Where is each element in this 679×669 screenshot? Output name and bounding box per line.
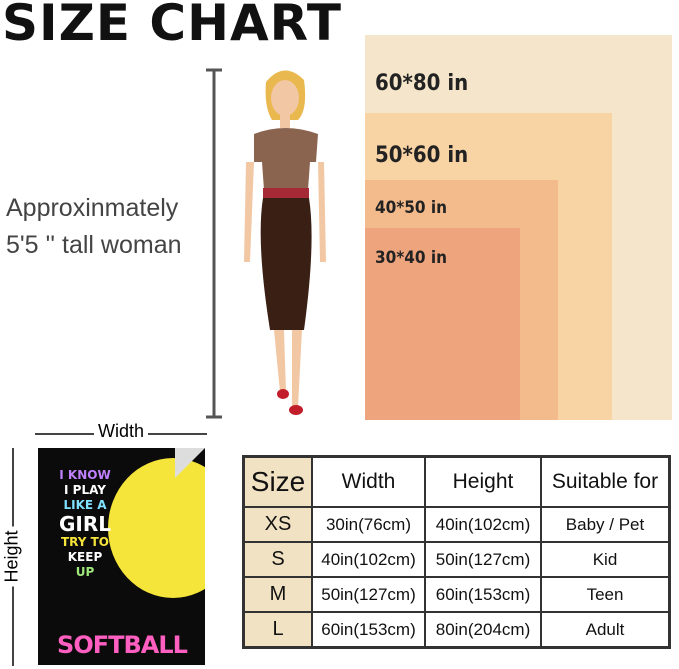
cell: Adult [540,611,671,649]
art-text: GIRL [58,512,111,536]
description-line: 5'5 '' tall woman [6,231,182,259]
art-text: UP [75,565,95,579]
page-title: SIZE CHART [2,0,343,52]
size-label: 40*50 in [375,198,448,218]
header-cell: Size [242,455,313,508]
size-label: 30*40 in [375,248,448,268]
cell: S [242,541,313,578]
width-label: Width [93,421,148,441]
blanket-product-image: I KNOW I PLAY LIKE A GIRL TRY TO KEEP UP… [38,448,205,665]
cell: 30in(76cm) [311,506,426,543]
height-dimension: Height [1,448,24,666]
woman-figure [244,70,326,415]
cell: Baby / Pet [540,506,671,543]
cell: 50in(127cm) [424,541,542,578]
table-row: L 60in(153cm) 80in(204cm) Adult [242,611,671,649]
description-line: Approxinmately [6,194,179,222]
art-text: I KNOW [59,468,111,482]
header-cell: Width [311,455,426,508]
size-label: 50*60 in [375,143,469,168]
width-dimension: Width [35,421,207,442]
size-table: Size Width Height Suitable for XS 30in(76… [242,455,671,649]
height-description: Approxinmately 5'5 '' tall woman [6,190,182,264]
table-row: M 50in(127cm) 60in(153cm) Teen [242,576,671,613]
height-label: Height [1,526,23,587]
art-text: LIKE A [63,498,107,512]
size-label: 60*80 in [375,71,469,96]
art-text: KEEP [67,550,103,564]
cell: Kid [540,541,671,578]
cell: 50in(127cm) [311,576,426,613]
cell: M [242,576,313,613]
height-scale-bar [206,68,222,419]
cell: XS [242,506,313,543]
header-cell: Suitable for [540,455,671,508]
cell: 40in(102cm) [424,506,542,543]
art-text: TRY TO [60,535,110,549]
cell: 60in(153cm) [311,611,426,649]
table-row: S 40in(102cm) 50in(127cm) Kid [242,541,671,578]
table-header-row: Size Width Height Suitable for [242,455,671,508]
softball-graphic [108,458,205,598]
size-rect-30x40: 30*40 in [365,228,520,420]
cell: 40in(102cm) [311,541,426,578]
art-text: I PLAY [64,483,106,497]
table-row: XS 30in(76cm) 40in(102cm) Baby / Pet [242,506,671,543]
art-text: SOFTBALL [57,631,188,659]
cell: L [242,611,313,649]
cell: Teen [540,576,671,613]
header-cell: Height [424,455,542,508]
folded-corner [175,448,205,478]
cell: 80in(204cm) [424,611,542,649]
cell: 60in(153cm) [424,576,542,613]
